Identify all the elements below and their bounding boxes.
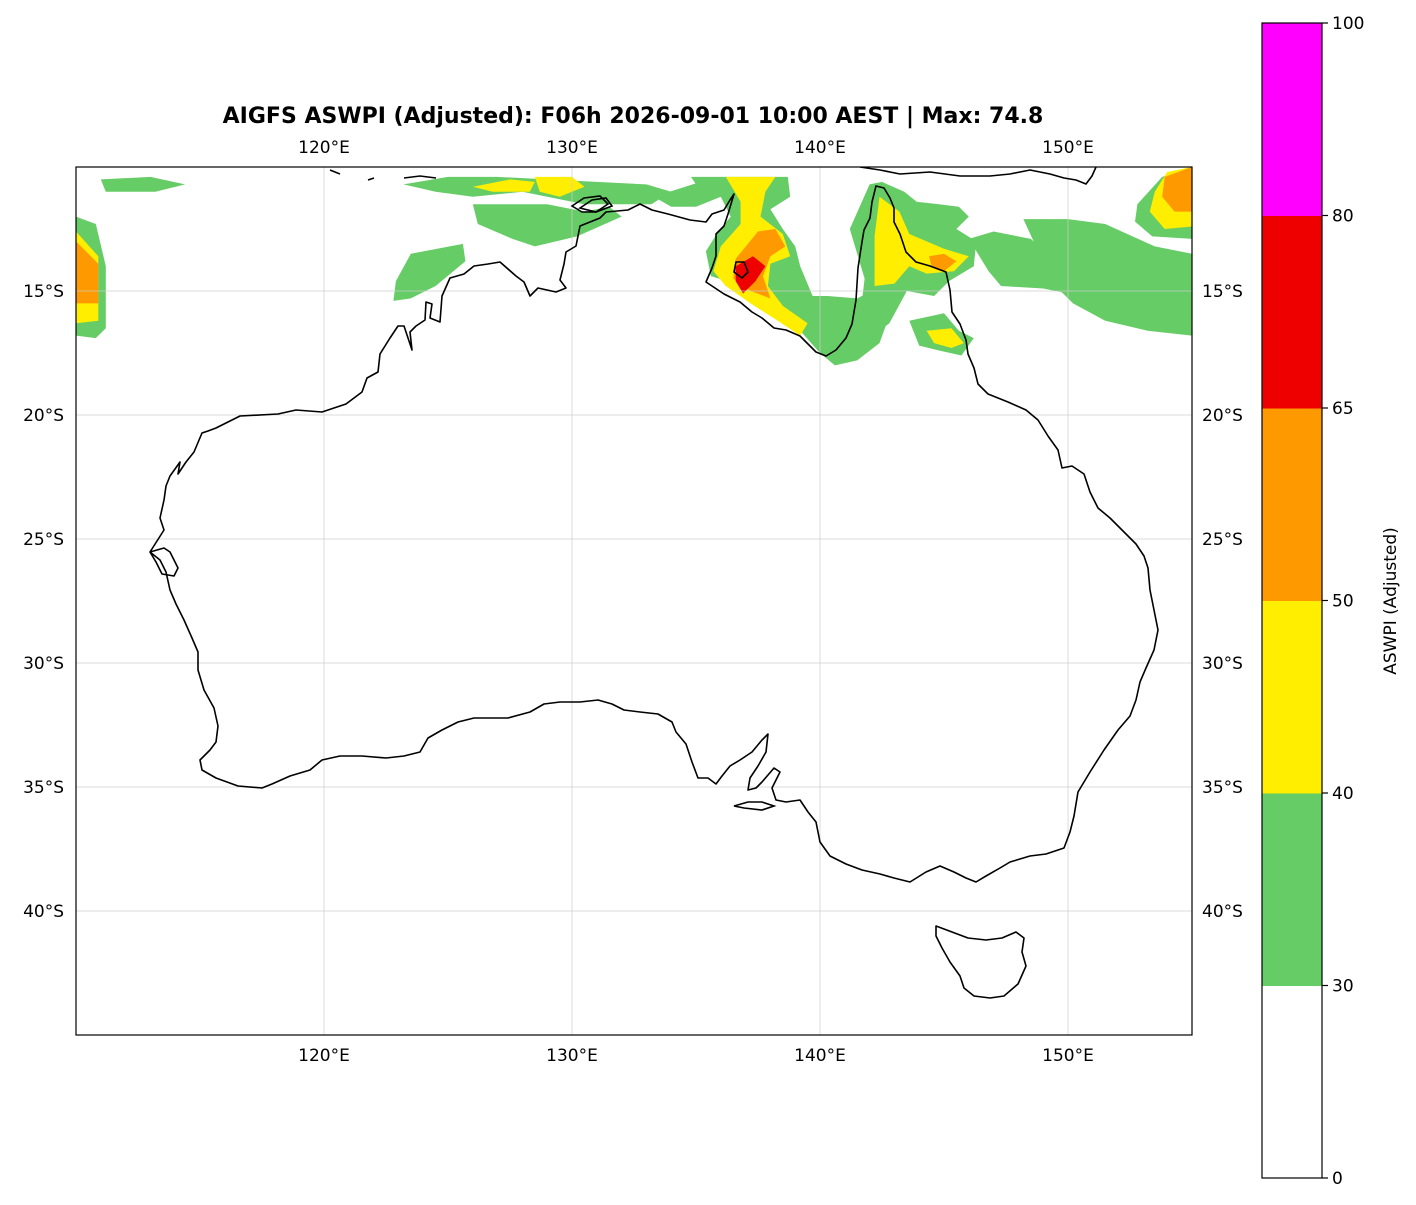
lat-tick-label-right: 30°S <box>1202 654 1243 674</box>
lon-tick-label-bottom: 120°E <box>298 1046 350 1066</box>
lon-tick-label-top: 150°E <box>1042 138 1094 158</box>
colorbar-segment-40-50 <box>1262 600 1322 794</box>
map-title: AIGFS ASWPI (Adjusted): F06h 2026-09-01 … <box>223 104 1044 129</box>
lat-tick-label-left: 15°S <box>23 282 64 302</box>
lon-tick-label-top: 130°E <box>546 138 598 158</box>
aswpi-region-40-18 <box>926 328 964 348</box>
lat-tick-label-left: 30°S <box>23 654 64 674</box>
aswpi-field-layer <box>76 167 1192 366</box>
colorbar-tick-label: 50 <box>1332 592 1354 612</box>
aswpi-region-30-3 <box>100 176 186 192</box>
lat-tick-label-right: 20°S <box>1202 406 1243 426</box>
longitude-ticks: 120°E 120°E 130°E 130°E 140°E 140°E 150°E 150°E <box>298 138 1094 1066</box>
aswpi-region-65-13 <box>735 256 766 294</box>
australia-coastline <box>149 185 1159 883</box>
lat-tick-label-left: 20°S <box>23 406 64 426</box>
colorbar-tick-label: 30 <box>1332 977 1354 997</box>
colorbar: 0 30 40 50 65 80 100 <box>1261 14 1364 1189</box>
aswpi-region-30-7 <box>472 204 622 247</box>
tiwi-islands-coastline <box>570 195 610 213</box>
map-background <box>76 167 1192 1035</box>
lat-tick-label-left: 25°S <box>23 530 64 550</box>
colorbar-segment-80-100 <box>1262 23 1322 216</box>
lat-tick-label-right: 40°S <box>1202 902 1243 922</box>
timor-coastline <box>329 169 614 213</box>
gridlines <box>76 167 1192 1035</box>
aswpi-region-30-20 <box>1023 219 1192 336</box>
lat-tick-label-right: 15°S <box>1202 282 1243 302</box>
colorbar-tick-label: 80 <box>1332 207 1354 227</box>
colorbar-tick-label: 40 <box>1332 784 1354 804</box>
lon-tick-label-bottom: 150°E <box>1042 1046 1094 1066</box>
colorbar-segment-50-65 <box>1262 408 1322 601</box>
tasmania-coastline <box>935 925 1027 999</box>
lon-tick-label-top: 140°E <box>794 138 846 158</box>
coastline-layer <box>149 167 1159 999</box>
lon-tick-label-bottom: 130°E <box>546 1046 598 1066</box>
colorbar-segment-30-40 <box>1262 793 1322 986</box>
aswpi-region-40-5 <box>472 179 535 192</box>
lon-tick-label-top: 120°E <box>298 138 350 158</box>
aswpi-region-50-2 <box>76 241 99 304</box>
aswpi-region-50-16 <box>929 253 957 272</box>
colorbar-segment-65-80 <box>1262 215 1322 409</box>
lon-tick-label-bottom: 140°E <box>794 1046 846 1066</box>
colorbar-segment-0-30 <box>1262 985 1322 1179</box>
map-frame <box>75 166 1193 1036</box>
kangaroo-island-coastline <box>733 801 777 811</box>
latitude-ticks: 15°S 15°S 20°S 20°S 25°S 25°S 30°S 30°S 35°S 35°S… <box>23 282 1243 922</box>
lat-tick-label-right: 35°S <box>1202 778 1243 798</box>
aswpi-region-50-23 <box>1162 167 1192 212</box>
colorbar-label: ASWPI (Adjusted) <box>1381 527 1401 675</box>
colorbar-tick-label: 65 <box>1332 399 1354 419</box>
lat-tick-label-left: 35°S <box>23 778 64 798</box>
groote-eylandt-coastline <box>733 261 749 280</box>
lat-tick-label-left: 40°S <box>23 902 64 922</box>
colorbar-tick-label: 100 <box>1332 14 1364 34</box>
aswpi-region-30-4 <box>403 176 672 205</box>
colorbar-tick-label: 0 <box>1332 1169 1343 1189</box>
aswpi-region-30-8 <box>393 243 466 301</box>
lat-tick-label-right: 25°S <box>1202 530 1243 550</box>
new-guinea-coastline <box>859 167 1097 185</box>
